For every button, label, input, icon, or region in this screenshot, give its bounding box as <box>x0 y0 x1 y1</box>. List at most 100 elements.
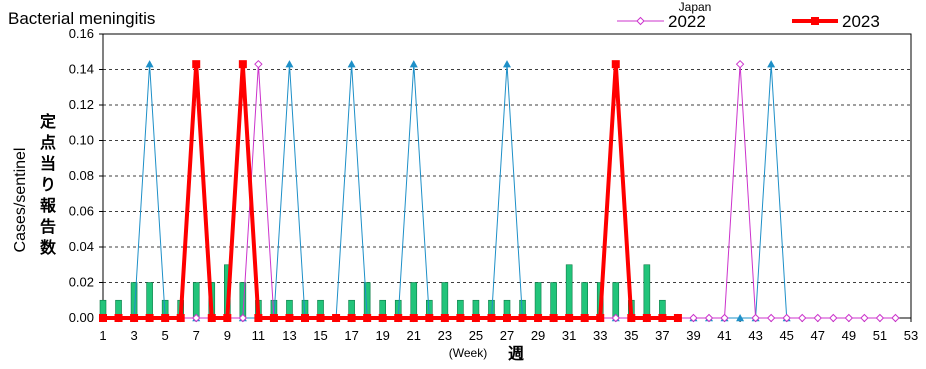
series-2023-point <box>176 314 185 322</box>
bar <box>643 264 651 319</box>
series-2023-point <box>223 314 232 322</box>
series-2023-point <box>238 60 247 69</box>
series-2023-point <box>316 314 325 322</box>
blue-series-point <box>736 314 745 322</box>
series-2023-point <box>565 314 574 322</box>
series-2023-point <box>534 314 543 322</box>
bar <box>192 282 200 319</box>
y-tick-label: 0.02 <box>69 275 94 290</box>
series-2022-point <box>720 313 729 323</box>
series-2023-point <box>130 314 139 322</box>
series-2023-point <box>549 314 558 322</box>
legend-2022-label: 2022 <box>668 12 706 31</box>
series-2023-point <box>285 314 294 322</box>
series-2022-point <box>891 313 900 323</box>
x-tick-label: 37 <box>655 328 669 343</box>
series-2023-point <box>363 314 372 322</box>
series-2023-point <box>269 314 278 322</box>
blue-series-point <box>767 60 776 68</box>
series-2022-point <box>735 59 745 69</box>
bar <box>410 282 418 319</box>
x-tick-label: 51 <box>873 328 887 343</box>
x-tick-label: 15 <box>313 328 327 343</box>
y-axis-label: Cases/sentinel <box>12 148 29 253</box>
x-tick-label: 35 <box>624 328 638 343</box>
y-tick-label: 0.00 <box>69 310 94 325</box>
x-tick-label: 47 <box>811 328 825 343</box>
series-2022-point <box>766 313 776 323</box>
x-tick-label: 39 <box>686 328 700 343</box>
x-tick-label: 25 <box>469 328 483 343</box>
blue-series-point <box>347 60 356 68</box>
series-2023-line <box>103 64 678 320</box>
series-2023-point <box>161 314 170 322</box>
y-axis-label-ja-char: 数 <box>40 238 57 257</box>
plot-area: 0.000.020.040.060.080.100.120.140.161 3 5 7… <box>69 26 919 343</box>
x-tick-label: 21 <box>407 328 421 343</box>
y-axis-label-ja: 定点当り報告数 <box>39 112 57 257</box>
bar <box>612 282 620 319</box>
series-2023-point <box>409 314 418 322</box>
bar <box>565 264 573 319</box>
series-2022-point <box>844 313 854 323</box>
y-axis-label-ja-char: 報 <box>40 197 57 215</box>
y-axis-label-ja-char: り <box>40 176 56 194</box>
series-2022-point <box>751 313 760 323</box>
series-2022-point <box>860 313 869 323</box>
series-2023-point <box>456 314 465 322</box>
series-2023-point <box>658 314 667 322</box>
y-tick-label: 0.14 <box>69 62 94 77</box>
series-2023-point <box>114 314 123 322</box>
series-2023-point <box>394 314 403 322</box>
series-2023-point <box>611 60 620 69</box>
legend-2022: 2022 <box>617 12 706 31</box>
x-tick-label: 3 <box>130 328 137 343</box>
y-axis-label-ja-char: 点 <box>40 133 56 152</box>
series-2023-point <box>332 314 341 322</box>
series-2023-point <box>301 314 309 322</box>
blue-series-point <box>285 60 294 68</box>
legend-2022-marker <box>636 16 645 26</box>
y-axis-label-ja-char: 告 <box>40 217 56 236</box>
x-tick-label: 45 <box>779 328 793 343</box>
series-2023-point <box>471 314 480 322</box>
bar <box>550 282 557 319</box>
x-tick-label: 11 <box>252 328 266 343</box>
chart-title: Bacterial meningitis <box>8 9 155 28</box>
x-axis-label-ja: 週 <box>508 345 524 363</box>
series-2022-point <box>704 313 714 323</box>
x-tick-label: 17 <box>344 328 358 343</box>
x-tick-label: 43 <box>748 328 762 343</box>
series-2022-point <box>238 313 248 323</box>
series-2022-point <box>875 313 885 323</box>
series-2023-point <box>425 314 434 322</box>
x-tick-label: 1 <box>99 328 106 343</box>
y-axis-label-ja-char: 当 <box>40 154 56 173</box>
bar <box>441 282 449 319</box>
series-2023-point <box>627 314 636 322</box>
series-2022-point <box>611 313 620 323</box>
series-2022-point <box>782 313 791 323</box>
series-2023-point <box>99 314 107 322</box>
x-tick-label: 31 <box>562 328 576 343</box>
y-axis-label-ja-char: 定 <box>39 112 56 131</box>
x-tick-label: 5 <box>162 328 169 343</box>
series-2023-point <box>145 314 154 322</box>
series-2023-point <box>347 314 356 322</box>
y-tick-label: 0.16 <box>69 26 94 41</box>
x-tick-label: 33 <box>593 328 607 343</box>
series-2023-point <box>673 314 682 322</box>
bar <box>534 282 542 319</box>
series-2022-point <box>798 313 807 323</box>
x-tick-label: 19 <box>375 328 389 343</box>
y-tick-label: 0.10 <box>69 133 94 148</box>
x-tick-label: 41 <box>717 328 731 343</box>
legend-2023-marker <box>811 17 819 25</box>
bar <box>146 282 153 319</box>
blue-series-point <box>503 60 511 68</box>
series-2022-point <box>254 59 263 69</box>
x-tick-label: 49 <box>842 328 856 343</box>
series-2023-point <box>254 314 263 322</box>
